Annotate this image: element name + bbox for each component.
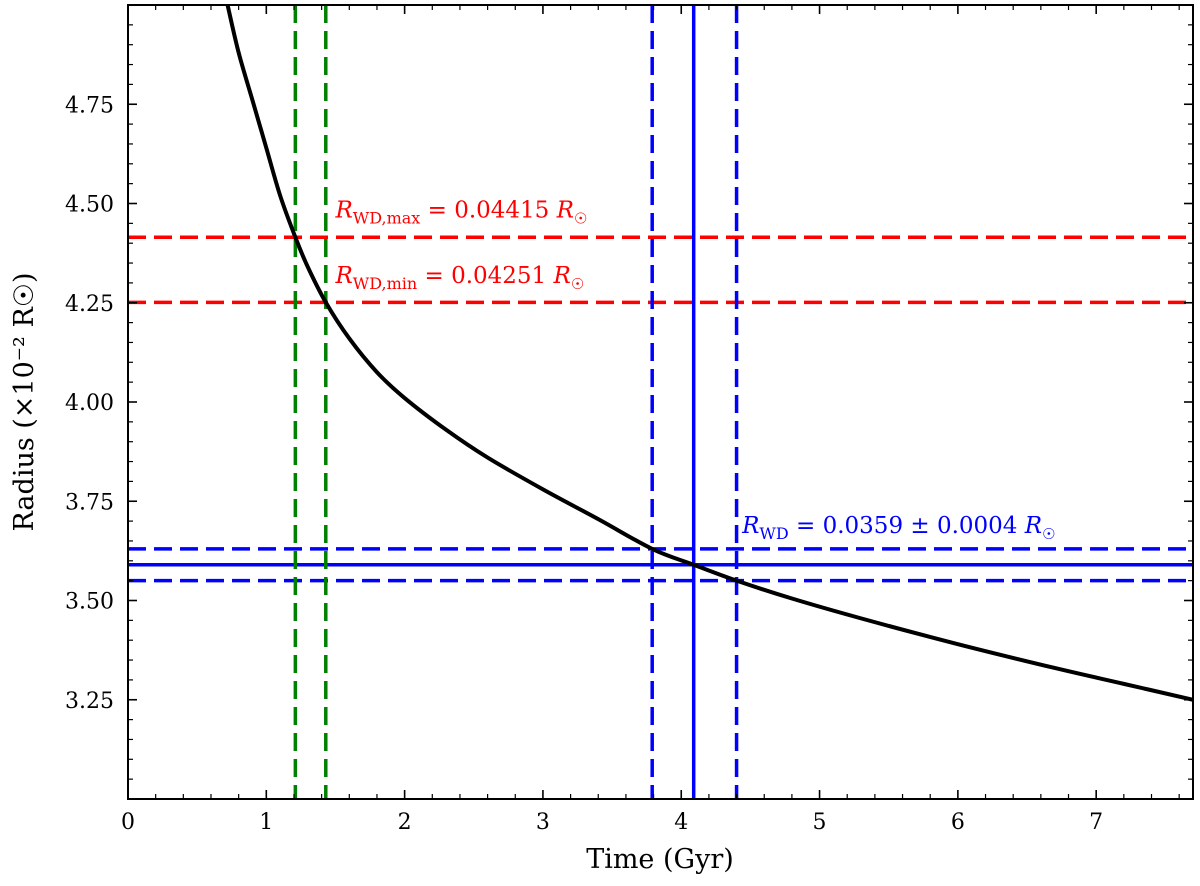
x-tick-label-6: 6 xyxy=(951,810,965,835)
annotation-rwd: RWD = 0.0359 ± 0.0004 R☉ xyxy=(741,513,1055,543)
y-tick-label-3: 4.00 xyxy=(65,391,114,416)
y-tick-label-5: 4.50 xyxy=(65,193,114,218)
y-tick-labels: 3.25 3.50 3.75 4.00 4.25 4.50 4.75 xyxy=(65,93,114,714)
x-tick-label-7: 7 xyxy=(1089,810,1103,835)
annotation-rwd-max: RWD,max = 0.04415 R☉ xyxy=(334,197,587,227)
x-axis-title: Time (Gyr) xyxy=(586,844,734,875)
y-tick-label-4: 4.25 xyxy=(65,292,114,317)
series-layer xyxy=(225,5,1193,702)
plot-frame xyxy=(127,4,1194,800)
x-tick-label-5: 5 xyxy=(813,810,827,835)
series-line-0 xyxy=(225,5,1193,702)
y-tick-label-6: 4.75 xyxy=(65,93,114,118)
x-tick-label-3: 3 xyxy=(536,810,550,835)
annotations: RWD,max = 0.04415 R☉ RWD,min = 0.04251 R☉… xyxy=(334,197,1055,543)
reference-lines xyxy=(128,5,1193,799)
annotation-rwd-min: RWD,min = 0.04251 R☉ xyxy=(334,263,584,293)
y-axis-title: Radius (×10⁻² R☉) xyxy=(9,272,40,531)
x-tick-labels: 0 1 2 3 4 5 6 7 xyxy=(121,810,1103,835)
y-tick-label-2: 3.75 xyxy=(65,490,114,515)
x-tick-label-2: 2 xyxy=(398,810,412,835)
x-tick-label-0: 0 xyxy=(121,810,135,835)
y-tick-label-1: 3.50 xyxy=(65,590,114,615)
x-tick-label-1: 1 xyxy=(259,810,273,835)
x-tick-label-4: 4 xyxy=(674,810,688,835)
y-tick-label-0: 3.25 xyxy=(65,689,114,714)
